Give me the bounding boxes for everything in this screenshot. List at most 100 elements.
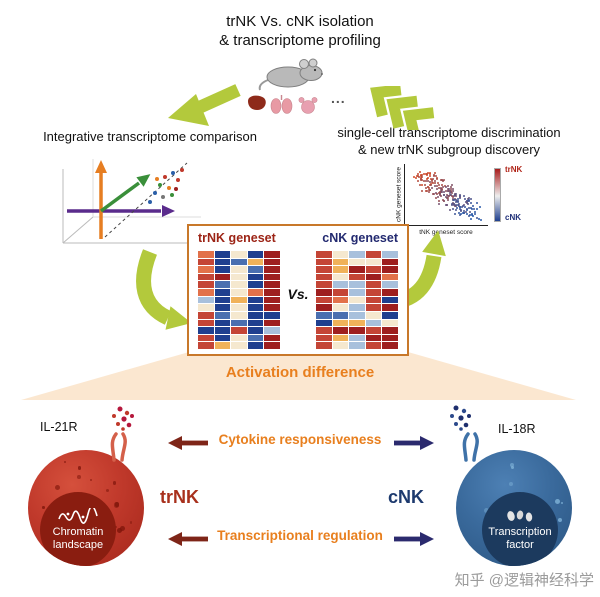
heatmap-cell <box>382 304 398 311</box>
top-title: trNK Vs. cNK isolation & transcriptome p… <box>0 12 600 50</box>
right-arrow-navy-icon-1 <box>394 436 434 450</box>
heatmap-cell <box>198 327 214 334</box>
chromatin-icon <box>58 508 98 524</box>
colorbar-cnk-label: cNK <box>505 213 522 222</box>
heatmap-cell <box>231 296 247 304</box>
heatmap-cell <box>264 251 280 258</box>
heatmap-cell <box>316 311 332 319</box>
heatmap-cell <box>231 289 247 296</box>
heatmap-cell <box>382 311 398 319</box>
right-arrow-navy-icon-2 <box>394 532 434 546</box>
heatmap-cell <box>198 266 214 273</box>
3d-scatter-plot-icon <box>62 159 201 244</box>
heatmap-cell <box>382 289 398 296</box>
trnk-cell-label: trNK <box>160 487 199 507</box>
heatmap-cell <box>247 342 264 349</box>
heatmap-cell <box>332 296 349 304</box>
scatter-colorbar <box>494 168 501 222</box>
heatmap-cell <box>316 342 332 349</box>
heatmap-cell <box>231 342 247 349</box>
heatmap-cell <box>316 334 332 342</box>
heatmap-cell <box>365 342 382 349</box>
heatmap-cell <box>365 311 382 319</box>
heatmap-cell <box>349 273 365 281</box>
heatmap-cell <box>214 319 231 327</box>
geneset-box: trNK geneset cNK geneset Vs. <box>187 224 409 356</box>
heatmap-cell <box>214 334 231 342</box>
transcription-factor-circle: Transcription factor <box>482 492 558 566</box>
trnk-geneset-label: trNK geneset <box>198 231 276 245</box>
heatmap-cell <box>332 266 349 273</box>
heatmap-cell <box>382 258 398 266</box>
heatmap-cell <box>247 334 264 342</box>
transcription-factor-icon <box>507 510 533 522</box>
heatmap-cell <box>198 342 214 349</box>
heatmap-cell <box>365 319 382 327</box>
cnk-heatmap <box>316 251 398 349</box>
heatmap-cell <box>264 327 280 334</box>
colorbar-trnk-label: trNK <box>505 165 523 174</box>
heatmap-cell <box>247 296 264 304</box>
il21r-label: IL-21R <box>40 420 78 434</box>
heatmap-cell <box>365 304 382 311</box>
heatmap-cell <box>332 273 349 281</box>
heatmap-cell <box>349 319 365 327</box>
heatmap-cell <box>214 251 231 258</box>
left-arrow-red-icon-1 <box>168 436 208 450</box>
heatmap-cell <box>231 319 247 327</box>
heatmap-cell <box>264 296 280 304</box>
heatmap-cell <box>264 289 280 296</box>
heatmap-cell <box>214 281 231 289</box>
heatmap-cell <box>264 273 280 281</box>
scatter-y-axis-label: cNK geneset score <box>395 167 403 222</box>
heatmap-cell <box>382 296 398 304</box>
heatmap-cell <box>247 327 264 334</box>
left-arrow-red-icon-2 <box>168 532 208 546</box>
tf-label-line1: Transcription <box>488 526 552 538</box>
heatmap-cell <box>365 266 382 273</box>
heatmap-cell <box>365 281 382 289</box>
single-cell-title-line1: single-cell transcriptome discrimination <box>337 125 561 140</box>
heatmap-cell <box>231 334 247 342</box>
heatmap-cell <box>214 304 231 311</box>
heatmap-cell <box>332 258 349 266</box>
heatmap-cell <box>264 266 280 273</box>
watermark: 知乎 @逻辑神经科学 <box>454 572 594 589</box>
heatmap-cell <box>231 327 247 334</box>
heatmap-cell <box>264 311 280 319</box>
heatmap-cell <box>382 327 398 334</box>
heatmap-cell <box>214 258 231 266</box>
chromatin-label-line1: Chromatin <box>52 526 104 538</box>
heatmap-cell <box>316 251 332 258</box>
heatmap-cell <box>247 266 264 273</box>
heatmap-cell <box>349 266 365 273</box>
heatmap-cell <box>332 289 349 296</box>
heatmap-cell <box>231 251 247 258</box>
heatmap-cell <box>247 281 264 289</box>
il21r-receptor-icon <box>110 406 134 462</box>
heatmap-cell <box>365 258 382 266</box>
heatmap-cell <box>382 251 398 258</box>
heatmap-cell <box>349 311 365 319</box>
scatter-panel: cNK geneset score tNK geneset score trNK… <box>388 160 538 252</box>
organs-icons <box>248 95 318 114</box>
il18r-receptor-icon <box>450 405 479 462</box>
heatmap-cell <box>198 304 214 311</box>
integrative-comparison-title: Integrative transcriptome comparison <box>43 129 257 144</box>
activation-difference-label: Activation difference <box>225 364 375 381</box>
heatmap-cell <box>198 258 214 266</box>
flow-arrow-left-curve-icon <box>136 249 192 330</box>
heatmap-cell <box>332 311 349 319</box>
tf-label-line2: factor <box>506 539 534 551</box>
flow-arrow-top-left-icon <box>168 84 241 126</box>
heatmap-cell <box>247 251 264 258</box>
heatmap-cell <box>214 289 231 296</box>
heatmap-cell <box>231 304 247 311</box>
heatmap-cell <box>264 334 280 342</box>
heatmap-cell <box>332 342 349 349</box>
heatmap-cell <box>365 289 382 296</box>
heatmap-cell <box>316 266 332 273</box>
heatmap-cell <box>214 327 231 334</box>
heatmap-cell <box>365 334 382 342</box>
heatmap-cell <box>349 281 365 289</box>
